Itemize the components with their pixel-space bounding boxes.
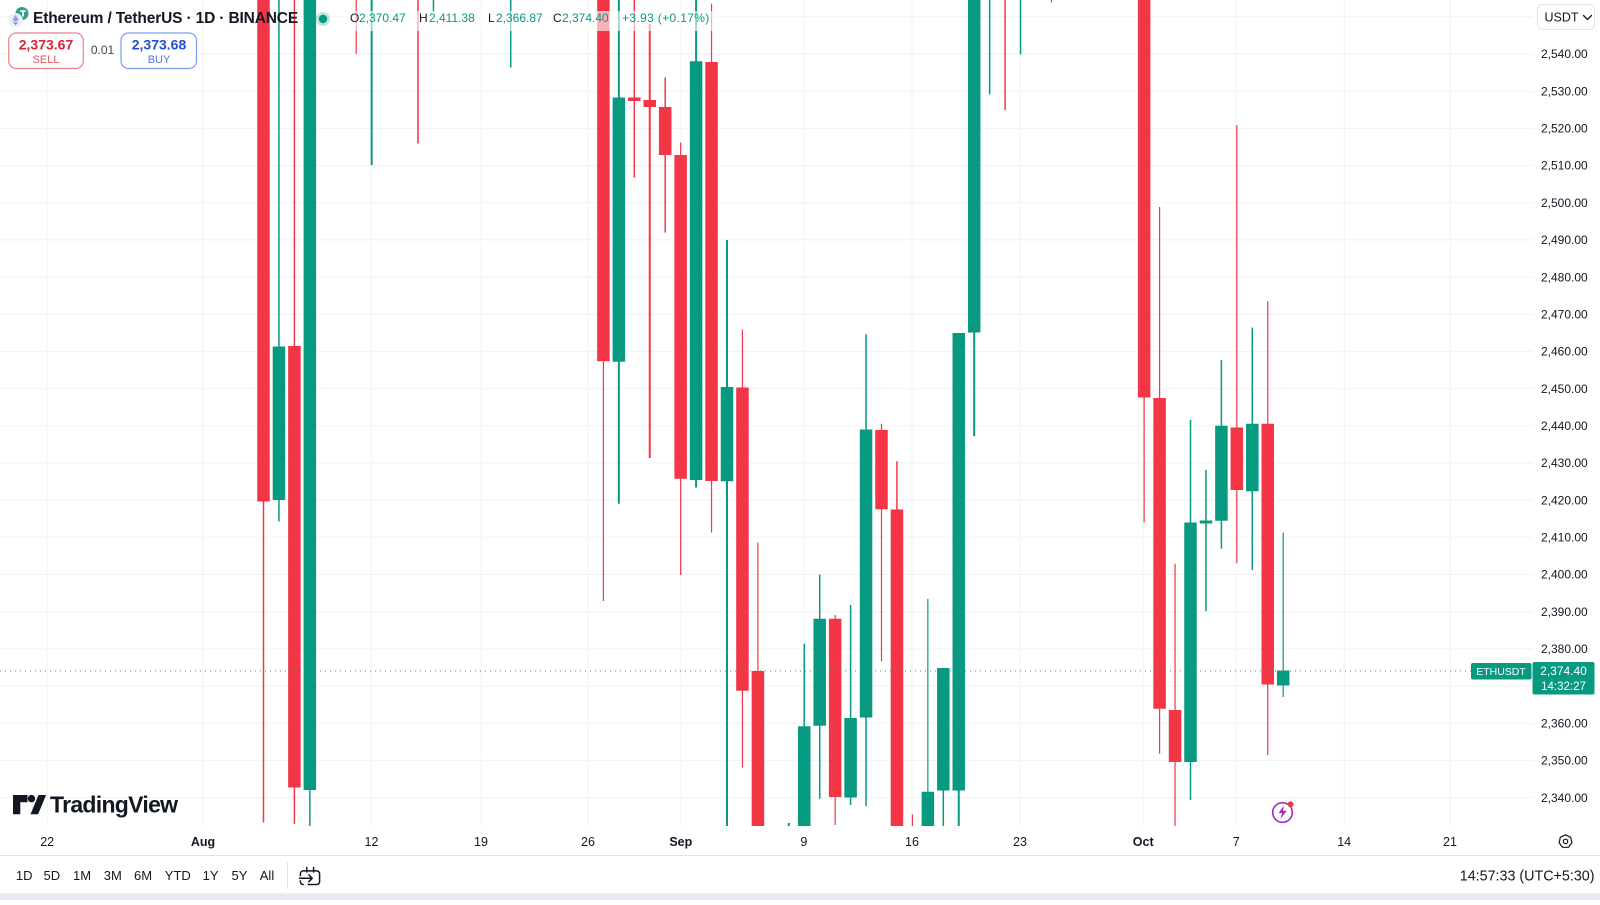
svg-text:2,366.87: 2,366.87 xyxy=(496,11,543,25)
svg-text:2,450.00: 2,450.00 xyxy=(1541,382,1588,396)
svg-text:2,490.00: 2,490.00 xyxy=(1541,233,1588,247)
svg-text:0.01: 0.01 xyxy=(91,43,115,57)
svg-text:2,411.38: 2,411.38 xyxy=(429,11,475,25)
svg-text:2,373.67: 2,373.67 xyxy=(19,37,74,53)
svg-text:16: 16 xyxy=(905,835,919,849)
svg-text:Sep: Sep xyxy=(669,835,692,849)
svg-text:2,400.00: 2,400.00 xyxy=(1541,568,1588,582)
svg-text:2,374.40: 2,374.40 xyxy=(1540,664,1587,678)
svg-text:19: 19 xyxy=(474,835,488,849)
svg-text:14:32:27: 14:32:27 xyxy=(1541,681,1586,693)
svg-text:2,390.00: 2,390.00 xyxy=(1541,605,1588,619)
svg-text:9: 9 xyxy=(800,835,807,849)
svg-text:Aug: Aug xyxy=(191,835,215,849)
svg-text:YTD: YTD xyxy=(165,868,191,883)
svg-text:Ethereum / TetherUS · 1D · BIN: Ethereum / TetherUS · 1D · BINANCE xyxy=(33,10,298,27)
svg-text:+3.93 (+0.17%): +3.93 (+0.17%) xyxy=(622,11,710,25)
svg-text:22: 22 xyxy=(40,835,54,849)
svg-text:2,540.00: 2,540.00 xyxy=(1541,47,1588,61)
svg-text:2,520.00: 2,520.00 xyxy=(1541,122,1588,136)
svg-text:USDT: USDT xyxy=(1545,11,1579,25)
svg-text:23: 23 xyxy=(1013,835,1027,849)
svg-text:2,480.00: 2,480.00 xyxy=(1541,270,1588,284)
svg-text:ETHUSDT: ETHUSDT xyxy=(1476,666,1526,678)
svg-text:SELL: SELL xyxy=(33,54,60,66)
svg-text:1D: 1D xyxy=(16,868,33,883)
svg-text:2,530.00: 2,530.00 xyxy=(1541,84,1588,98)
svg-text:2,370.47: 2,370.47 xyxy=(359,11,406,25)
svg-text:TradingView: TradingView xyxy=(50,792,178,818)
svg-text:2,510.00: 2,510.00 xyxy=(1541,159,1588,173)
svg-text:2,410.00: 2,410.00 xyxy=(1541,531,1588,545)
svg-text:14:57:33 (UTC+5:30): 14:57:33 (UTC+5:30) xyxy=(1460,869,1595,885)
svg-text:All: All xyxy=(260,868,275,883)
svg-text:2,470.00: 2,470.00 xyxy=(1541,308,1588,322)
svg-text:C: C xyxy=(553,11,562,25)
svg-text:O: O xyxy=(350,11,359,25)
svg-text:2,350.00: 2,350.00 xyxy=(1541,754,1588,768)
svg-text:2,430.00: 2,430.00 xyxy=(1541,456,1588,470)
svg-text:2,440.00: 2,440.00 xyxy=(1541,419,1588,433)
svg-text:2,373.68: 2,373.68 xyxy=(132,37,187,53)
svg-text:6M: 6M xyxy=(134,868,152,883)
svg-text:H: H xyxy=(419,11,428,25)
svg-text:5D: 5D xyxy=(43,868,60,883)
svg-text:2,374.40: 2,374.40 xyxy=(562,11,609,25)
svg-text:2,460.00: 2,460.00 xyxy=(1541,345,1588,359)
svg-text:2,340.00: 2,340.00 xyxy=(1541,791,1588,805)
svg-text:21: 21 xyxy=(1443,835,1457,849)
svg-text:BUY: BUY xyxy=(148,54,171,66)
svg-text:Oct: Oct xyxy=(1133,835,1155,849)
svg-text:2,500.00: 2,500.00 xyxy=(1541,196,1588,210)
svg-text:1Y: 1Y xyxy=(203,868,219,883)
svg-text:5Y: 5Y xyxy=(232,868,248,883)
svg-text:3M: 3M xyxy=(104,868,122,883)
svg-text:14: 14 xyxy=(1337,835,1351,849)
svg-text:2,380.00: 2,380.00 xyxy=(1541,642,1588,656)
svg-text:L: L xyxy=(488,11,495,25)
svg-text:12: 12 xyxy=(365,835,379,849)
svg-text:2,420.00: 2,420.00 xyxy=(1541,493,1588,507)
svg-text:7: 7 xyxy=(1233,835,1240,849)
svg-text:26: 26 xyxy=(581,835,595,849)
svg-text:1M: 1M xyxy=(73,868,91,883)
svg-text:2,360.00: 2,360.00 xyxy=(1541,716,1588,730)
